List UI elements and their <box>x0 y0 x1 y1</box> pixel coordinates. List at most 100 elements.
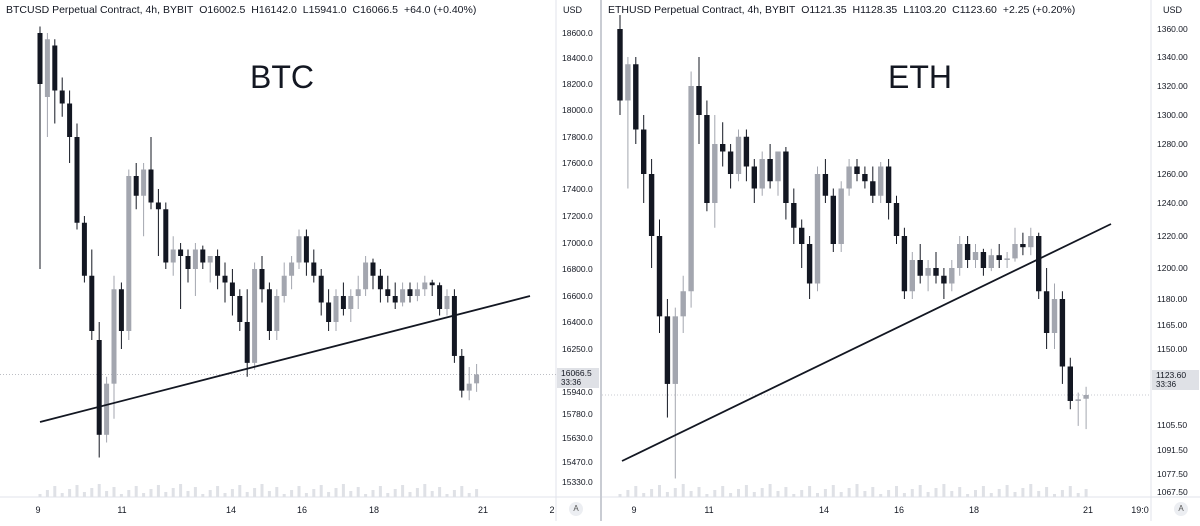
btc-candle[interactable] <box>459 349 465 398</box>
eth-candle[interactable] <box>648 159 655 268</box>
eth-price-axis[interactable] <box>1151 0 1200 521</box>
btc-candle[interactable] <box>244 289 250 377</box>
eth-candle[interactable] <box>917 244 923 284</box>
btc-candle[interactable] <box>370 258 376 290</box>
eth-candle[interactable] <box>743 129 750 182</box>
btc-candle[interactable] <box>59 77 65 117</box>
eth-candle[interactable] <box>870 166 876 204</box>
eth-candle[interactable] <box>964 236 971 268</box>
eth-candle[interactable] <box>735 129 742 182</box>
eth-candle[interactable] <box>901 227 908 299</box>
eth-candle[interactable] <box>1036 232 1042 299</box>
eth-candle[interactable] <box>980 248 987 276</box>
btc-candle[interactable] <box>363 256 369 296</box>
eth-candle[interactable] <box>1004 252 1010 268</box>
btc-auto-scale-button[interactable]: A <box>569 502 583 516</box>
eth-candle[interactable] <box>1067 357 1073 410</box>
btc-candle[interactable] <box>385 275 391 303</box>
btc-candle[interactable] <box>178 243 184 309</box>
eth-candle[interactable] <box>656 219 663 334</box>
eth-candle[interactable] <box>925 260 931 292</box>
btc-candle[interactable] <box>281 262 287 303</box>
btc-candle[interactable] <box>229 269 235 316</box>
eth-candle[interactable] <box>704 100 710 212</box>
btc-candle[interactable] <box>252 262 258 370</box>
btc-candle[interactable] <box>185 249 191 283</box>
eth-candle[interactable] <box>633 57 639 144</box>
btc-candle[interactable] <box>44 33 50 137</box>
btc-candle[interactable] <box>333 289 339 331</box>
eth-candle[interactable] <box>988 248 994 272</box>
eth-candle[interactable] <box>712 115 718 228</box>
btc-candle[interactable] <box>111 275 117 419</box>
btc-candle[interactable] <box>81 216 87 283</box>
btc-candle[interactable] <box>348 289 354 322</box>
btc-candle[interactable] <box>296 229 302 270</box>
btc-candle[interactable] <box>222 262 228 303</box>
eth-candle[interactable] <box>949 260 955 292</box>
eth-candle[interactable] <box>814 166 821 292</box>
eth-candle[interactable] <box>957 236 963 276</box>
eth-candle[interactable] <box>759 151 765 196</box>
btc-candle[interactable] <box>67 90 73 164</box>
eth-candle[interactable] <box>688 71 694 308</box>
eth-candle[interactable] <box>680 275 686 333</box>
btc-candle[interactable] <box>141 163 147 237</box>
btc-candle[interactable] <box>148 137 154 210</box>
btc-candle[interactable] <box>414 282 420 302</box>
eth-candle[interactable] <box>846 159 852 196</box>
eth-candle[interactable] <box>893 195 900 244</box>
btc-candle[interactable] <box>237 289 243 331</box>
eth-candle[interactable] <box>885 159 892 220</box>
eth-candle[interactable] <box>806 236 813 299</box>
btc-candle[interactable] <box>74 123 80 230</box>
eth-candle[interactable] <box>783 147 789 220</box>
eth-candle[interactable] <box>1012 227 1018 262</box>
eth-candle[interactable] <box>1051 283 1058 350</box>
btc-chart-panel[interactable]: BTC 18600.0 18400.0 18200.0 18000.0 17800.0 17… <box>0 0 600 521</box>
eth-candle[interactable] <box>775 151 781 196</box>
btc-candle[interactable] <box>289 256 295 290</box>
eth-candle[interactable] <box>1043 268 1050 349</box>
btc-candle[interactable] <box>474 363 480 392</box>
eth-candle[interactable] <box>751 159 757 203</box>
eth-candle[interactable] <box>625 57 631 189</box>
eth-candle[interactable] <box>641 115 647 203</box>
eth-candle[interactable] <box>1020 232 1026 256</box>
btc-candle[interactable] <box>170 236 176 276</box>
btc-candle[interactable] <box>192 243 198 296</box>
btc-candle[interactable] <box>200 245 206 269</box>
btc-candle[interactable] <box>52 39 58 124</box>
eth-candle[interactable] <box>854 159 860 182</box>
btc-candle[interactable] <box>466 367 472 401</box>
btc-candle[interactable] <box>207 256 213 283</box>
eth-candlestick-chart[interactable]: ETH 1360.00 1340.00 1320.00 1300.00 1280.00 12… <box>602 0 1200 521</box>
eth-candle[interactable] <box>830 188 836 253</box>
btc-candlestick-chart[interactable]: BTC 18600.0 18400.0 18200.0 18000.0 17800.0 17… <box>0 0 600 521</box>
btc-trendline[interactable] <box>39 295 531 423</box>
eth-candle[interactable] <box>727 144 734 189</box>
eth-chart-panel[interactable]: ETH 1360.00 1340.00 1320.00 1300.00 1280.00 12… <box>602 0 1200 521</box>
eth-candle[interactable] <box>767 144 773 189</box>
eth-candle[interactable] <box>664 299 671 418</box>
eth-candle[interactable] <box>822 159 829 203</box>
btc-candle[interactable] <box>392 282 398 310</box>
btc-candle[interactable] <box>89 249 95 341</box>
btc-candle[interactable] <box>318 269 324 316</box>
eth-candle[interactable] <box>672 307 678 479</box>
btc-candle[interactable] <box>377 269 383 303</box>
btc-candle[interactable] <box>429 279 435 296</box>
btc-candle[interactable] <box>451 289 457 363</box>
eth-candle[interactable] <box>1028 227 1034 256</box>
btc-candle[interactable] <box>444 289 450 316</box>
eth-candle[interactable] <box>720 122 726 167</box>
btc-candle[interactable] <box>215 249 221 290</box>
eth-trendline[interactable] <box>621 223 1112 462</box>
btc-candle[interactable] <box>407 282 413 303</box>
btc-candle[interactable] <box>274 289 280 340</box>
btc-candle[interactable] <box>311 249 317 283</box>
eth-candle[interactable] <box>696 57 702 144</box>
btc-candle[interactable] <box>303 229 309 276</box>
eth-candle[interactable] <box>1083 386 1089 430</box>
eth-candle[interactable] <box>862 166 868 189</box>
